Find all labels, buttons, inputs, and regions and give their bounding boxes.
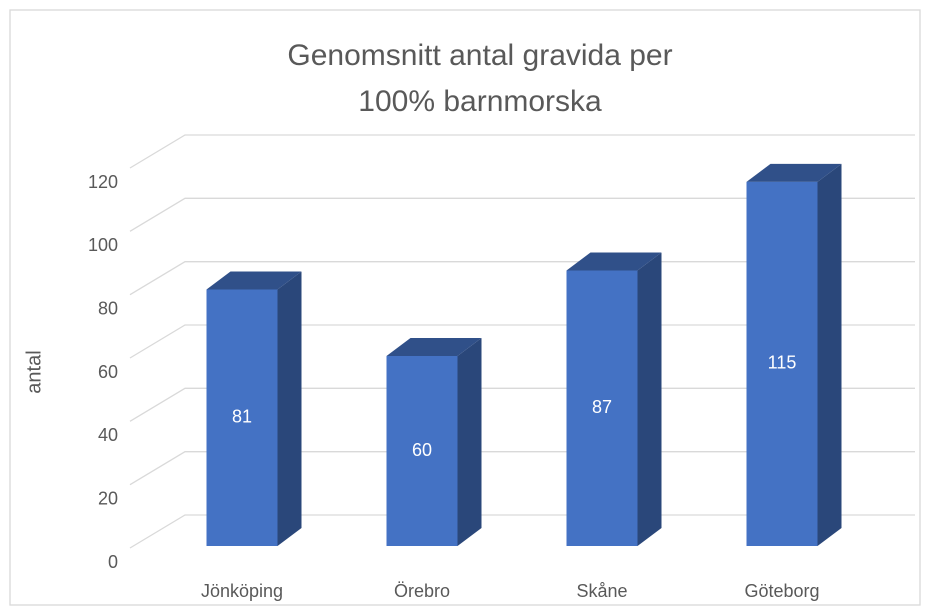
chart-title: 100% barnmorska: [358, 85, 602, 118]
grid-line: [129, 387, 915, 422]
y-tick-label: 100: [88, 235, 118, 255]
x-tick-label: Skåne: [576, 581, 627, 601]
chart-title: Genomsnitt antal gravida per: [287, 39, 672, 72]
bar: [386, 356, 458, 546]
grid-line: [129, 261, 915, 296]
y-tick-label: 40: [98, 425, 118, 445]
bar-side: [457, 338, 482, 546]
grid-line: [129, 514, 915, 549]
x-tick-label: Örebro: [394, 581, 450, 601]
x-tick-label: Jönköping: [201, 581, 283, 601]
bar-top: [746, 163, 842, 182]
data-label: 115: [768, 353, 797, 373]
bar-side: [277, 271, 302, 546]
y-tick-label: 120: [88, 172, 118, 192]
bar-top: [566, 252, 662, 271]
y-tick-label: 20: [98, 488, 118, 508]
bar: [566, 270, 638, 546]
bar: [206, 289, 278, 546]
grid-line: [129, 451, 915, 486]
y-tick-label: 0: [108, 552, 118, 572]
data-label: 60: [412, 440, 432, 460]
grid-line: [129, 324, 915, 359]
x-tick-label: Göteborg: [744, 581, 819, 601]
y-axis-label: antal: [23, 350, 45, 393]
bar: [746, 181, 818, 547]
y-tick-label: 80: [98, 298, 118, 318]
bar-top: [206, 271, 302, 290]
bar-side: [817, 163, 842, 547]
bar-top: [386, 338, 482, 356]
data-label: 81: [232, 407, 252, 427]
data-label: 87: [592, 397, 612, 417]
grid-line: [129, 197, 915, 232]
y-tick-label: 60: [98, 362, 118, 382]
bar-side: [637, 252, 662, 546]
grid-line: [129, 134, 915, 169]
